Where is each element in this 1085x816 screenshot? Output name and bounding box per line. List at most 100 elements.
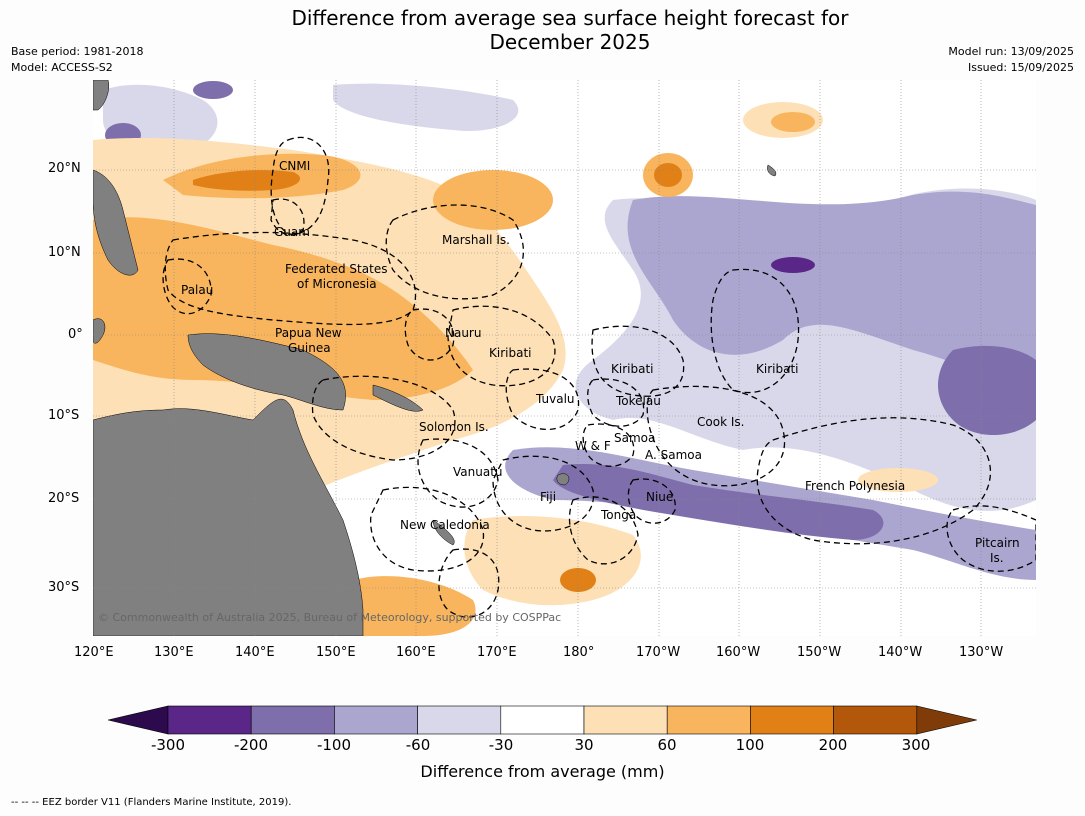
hawaii-land [767, 164, 777, 177]
east-deep-negative [938, 345, 1036, 435]
colorbar-title: Difference from average (mm) [420, 762, 665, 781]
region-labels: CNMI Guam Marshall Is. Federated States … [181, 159, 1020, 565]
lon-label-160e: 160°E [396, 645, 436, 660]
label-vanuatu: Vanuatu [453, 465, 503, 479]
colorbar-segment [750, 705, 834, 735]
label-kiribati-west: Kiribati [489, 346, 531, 360]
label-pitcairn-line1: Pitcairn [975, 536, 1020, 550]
eez-french-polynesia [756, 417, 992, 545]
colorbar-extend-high [916, 705, 977, 735]
north-negative-patch-2 [333, 83, 519, 131]
label-tonga: Tonga [600, 508, 636, 522]
eez-guam [270, 198, 305, 236]
north-central-positive [433, 170, 553, 230]
label-kiribati-east: Kiribati [756, 362, 798, 376]
eez-cook [646, 385, 786, 487]
colorbar-segment [666, 705, 751, 735]
eez-tokelau [587, 378, 645, 427]
cb-tick-300: 300 [901, 736, 931, 754]
fiji-land [556, 473, 570, 486]
lon-label-130w: 130°W [959, 645, 1004, 660]
lon-label-130e: 130°E [154, 645, 194, 660]
south-positive-core [560, 568, 596, 592]
australia-land [93, 399, 364, 636]
eez-kiribati-west [447, 305, 556, 387]
philippines-land [93, 169, 139, 276]
north-positive-core [193, 170, 301, 191]
model-run: Model run: 13/09/2025 [948, 45, 1074, 58]
title-line-2: December 2025 [489, 30, 651, 54]
eez-kiribati-east [710, 268, 800, 394]
lon-label-170e: 170°E [477, 645, 517, 660]
cb-tick-m30: -30 [488, 736, 514, 754]
issued-date: Issued: 15/09/2025 [967, 61, 1074, 74]
lat-label-20n: 20°N [48, 161, 81, 176]
map-panel: CNMI Guam Marshall Is. Federated States … [93, 80, 1036, 636]
colorbar-segment [500, 705, 585, 735]
eez-fiji [492, 455, 594, 532]
cb-tick-60: 60 [657, 736, 677, 754]
southwest-positive [353, 576, 476, 636]
copyright-notice: © Commonwealth of Australia 2025, Bureau… [98, 611, 561, 624]
lat-label-20s: 20°S [48, 491, 80, 506]
cb-tick-m300: -300 [150, 736, 186, 754]
eez-tonga [568, 496, 639, 565]
northeast-positive-core [771, 112, 815, 132]
central-north-core [654, 163, 682, 187]
eez-niue [627, 478, 676, 524]
label-fiji: Fiji [540, 490, 556, 504]
lon-label-150w: 150°W [797, 645, 842, 660]
label-fsm-line2: of Micronesia [297, 277, 377, 291]
cb-tick-100: 100 [735, 736, 765, 754]
meta-left: Base period: 1981-2018 Model: ACCESS-S2 [11, 44, 143, 76]
cb-tick-30: 30 [574, 736, 594, 754]
eez-footnote: -- -- -- EEZ border V11 (Flanders Marine… [11, 797, 292, 808]
lon-label-170w: 170°W [636, 645, 681, 660]
label-png-line1: Papua New [275, 326, 342, 340]
label-niue: Niue [646, 490, 673, 504]
colorbar-segment [833, 705, 918, 735]
eez-solomon [311, 375, 456, 461]
lon-label-160w: 160°W [716, 645, 761, 660]
landmasses [93, 80, 777, 636]
label-pitcairn-line2: Is. [990, 551, 1004, 565]
lon-label-140e: 140°E [235, 645, 275, 660]
lon-label-120e: 120°E [74, 645, 114, 660]
eez-nz-north [438, 548, 500, 618]
eez-nauru [404, 308, 455, 361]
colorbar-segments [108, 705, 977, 735]
eez-fsm [164, 231, 417, 326]
central-negative-band [627, 191, 1036, 400]
meta-right: Model run: 13/09/2025 Issued: 15/09/2025 [948, 44, 1074, 76]
colorbar-segment [417, 705, 502, 735]
warm-pool-positive [93, 217, 473, 400]
cb-tick-200: 200 [818, 736, 848, 754]
graticule [93, 80, 1036, 636]
label-new-caledonia: New Caledonia [400, 518, 490, 532]
colorbar [108, 705, 977, 735]
label-asamoa: A. Samoa [645, 448, 702, 462]
label-fsm-line1: Federated States [285, 262, 387, 276]
polynesia-positive [858, 468, 938, 492]
eez-palau [162, 258, 212, 315]
eez-marshall [385, 204, 525, 300]
eez-samoa [582, 423, 635, 467]
label-palau: Palau [181, 283, 213, 297]
north-islands-land [93, 80, 109, 111]
title-line-1: Difference from average sea surface heig… [291, 6, 849, 30]
colorbar-segment [583, 705, 668, 735]
label-solomon: Solomon Is. [419, 420, 489, 434]
label-png-line2: Guinea [288, 341, 331, 355]
base-period: Base period: 1981-2018 [11, 45, 144, 58]
colorbar-segment [334, 705, 418, 735]
label-guam: Guam [274, 225, 310, 239]
cb-tick-m60: -60 [405, 736, 431, 754]
new-caledonia-land [432, 519, 455, 546]
south-deep-negative [553, 464, 884, 540]
label-french-polynesia: French Polynesia [805, 479, 905, 493]
north-negative-spot [193, 81, 233, 99]
lon-label-180: 180° [563, 645, 595, 660]
chart-title: Difference from average sea surface heig… [0, 6, 1085, 54]
cb-tick-m100: -100 [316, 736, 352, 754]
lat-label-10s: 10°S [48, 408, 80, 423]
